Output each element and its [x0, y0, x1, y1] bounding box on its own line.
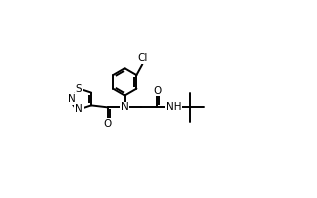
- Text: N: N: [75, 104, 83, 114]
- Text: NH: NH: [166, 102, 181, 112]
- Text: O: O: [104, 119, 112, 129]
- Text: S: S: [75, 84, 82, 94]
- Text: N: N: [121, 102, 129, 112]
- Text: Cl: Cl: [137, 53, 147, 63]
- Text: N: N: [68, 94, 75, 104]
- Text: O: O: [153, 86, 161, 96]
